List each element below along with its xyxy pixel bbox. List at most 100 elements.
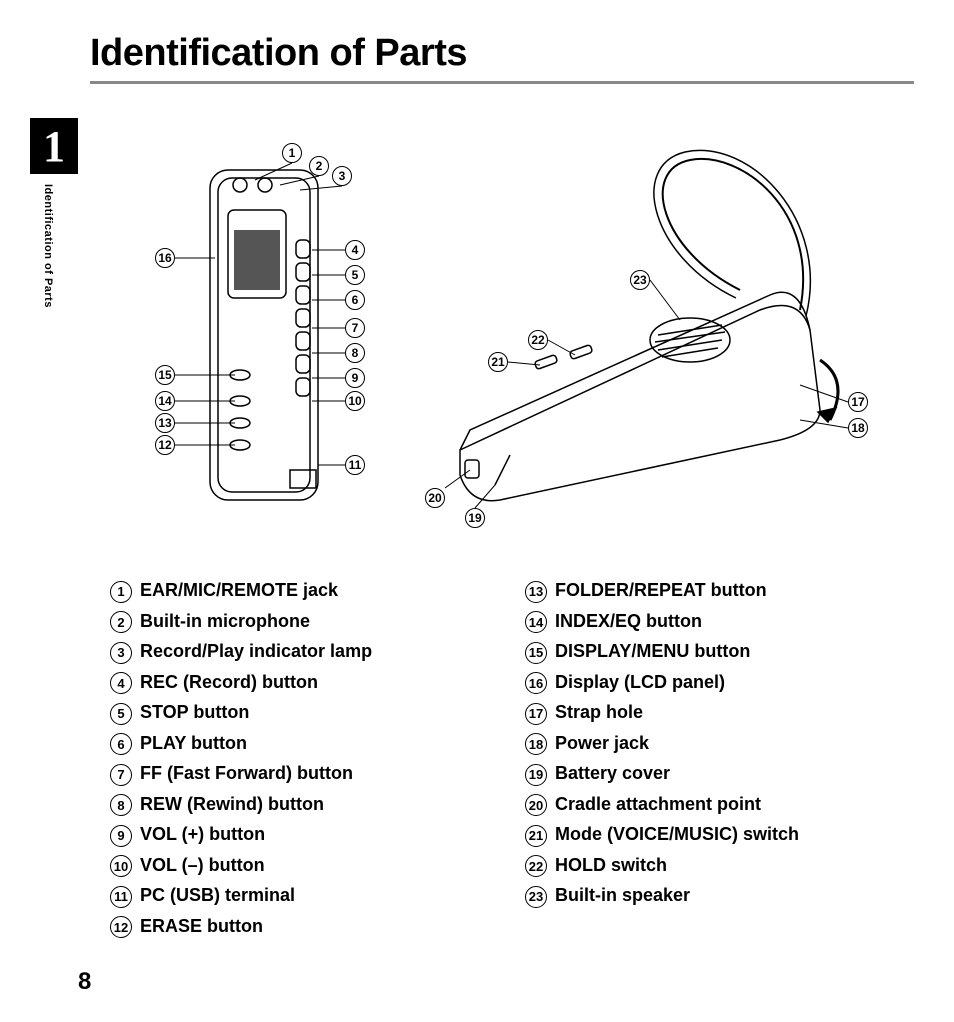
part-label: Built-in speaker (555, 885, 690, 906)
parts-diagram: 1234567891011121314151617181920212223 (100, 130, 920, 550)
part-number: 16 (525, 672, 547, 694)
part-number: 13 (525, 581, 547, 603)
callout-11: 11 (345, 455, 365, 475)
parts-lists: 1 EAR/MIC/REMOTE jack 2 Built-in microphone… (110, 580, 910, 946)
part-number: 14 (525, 611, 547, 633)
part-item-22: 22 HOLD switch (525, 855, 910, 878)
chapter-tab: 1 (30, 118, 78, 174)
part-item-21: 21 Mode (VOICE/MUSIC) switch (525, 824, 910, 847)
part-number: 15 (525, 642, 547, 664)
part-number: 20 (525, 794, 547, 816)
leader-lines (100, 130, 920, 550)
callout-13: 13 (155, 413, 175, 433)
part-item-14: 14 INDEX/EQ button (525, 611, 910, 634)
part-label: Power jack (555, 733, 649, 754)
part-number: 18 (525, 733, 547, 755)
callout-20: 20 (425, 488, 445, 508)
part-item-20: 20 Cradle attachment point (525, 794, 910, 817)
callout-14: 14 (155, 391, 175, 411)
parts-column-left: 1 EAR/MIC/REMOTE jack 2 Built-in microphone… (110, 580, 495, 946)
part-item-17: 17 Strap hole (525, 702, 910, 725)
part-label: VOL (+) button (140, 824, 265, 845)
callout-16: 16 (155, 248, 175, 268)
part-label: PC (USB) terminal (140, 885, 295, 906)
part-label: Mode (VOICE/MUSIC) switch (555, 824, 799, 845)
part-number: 23 (525, 886, 547, 908)
part-item-16: 16 Display (LCD panel) (525, 672, 910, 695)
part-label: REC (Record) button (140, 672, 318, 693)
callout-7: 7 (345, 318, 365, 338)
part-number: 4 (110, 672, 132, 694)
side-label: Identification of Parts (42, 184, 54, 308)
part-number: 1 (110, 581, 132, 603)
part-number: 12 (110, 916, 132, 938)
part-label: STOP button (140, 702, 249, 723)
part-item-3: 3 Record/Play indicator lamp (110, 641, 495, 664)
callout-17: 17 (848, 392, 868, 412)
manual-page: Identification of Parts 1 Identification… (0, 0, 954, 1022)
page-number: 8 (78, 968, 91, 996)
parts-column-right: 13FOLDER/REPEAT button14INDEX/EQ button1… (525, 580, 910, 946)
part-item-5: 5 STOP button (110, 702, 495, 725)
callout-23: 23 (630, 270, 650, 290)
page-title: Identification of Parts (90, 32, 914, 75)
part-item-13: 13 FOLDER/REPEAT button (525, 580, 910, 603)
callout-8: 8 (345, 343, 365, 363)
part-number: 9 (110, 825, 132, 847)
part-label: Cradle attachment point (555, 794, 761, 815)
part-number: 10 (110, 855, 132, 877)
callout-1: 1 (282, 143, 302, 163)
part-label: DISPLAY/MENU button (555, 641, 750, 662)
callout-15: 15 (155, 365, 175, 385)
part-label: Battery cover (555, 763, 670, 784)
part-number: 7 (110, 764, 132, 786)
callout-18: 18 (848, 418, 868, 438)
part-label: Built-in microphone (140, 611, 310, 632)
part-label: FOLDER/REPEAT button (555, 580, 767, 601)
part-number: 6 (110, 733, 132, 755)
callout-5: 5 (345, 265, 365, 285)
callout-22: 22 (528, 330, 548, 350)
callout-4: 4 (345, 240, 365, 260)
callout-10: 10 (345, 391, 365, 411)
part-item-18: 18 Power jack (525, 733, 910, 756)
callout-6: 6 (345, 290, 365, 310)
part-item-23: 23 Built-in speaker (525, 885, 910, 908)
part-label: Strap hole (555, 702, 643, 723)
part-item-1: 1 EAR/MIC/REMOTE jack (110, 580, 495, 603)
part-label: EAR/MIC/REMOTE jack (140, 580, 338, 601)
part-label: HOLD switch (555, 855, 667, 876)
part-label: Display (LCD panel) (555, 672, 725, 693)
part-number: 8 (110, 794, 132, 816)
part-number: 21 (525, 825, 547, 847)
part-item-10: 10 VOL (–) button (110, 855, 495, 878)
callout-19: 19 (465, 508, 485, 528)
part-item-15: 15 DISPLAY/MENU button (525, 641, 910, 664)
part-item-12: 12ERASE button (110, 916, 495, 939)
part-number: 17 (525, 703, 547, 725)
part-label: Record/Play indicator lamp (140, 641, 372, 662)
part-item-9: 9 VOL (+) button (110, 824, 495, 847)
callout-9: 9 (345, 368, 365, 388)
part-number: 5 (110, 703, 132, 725)
part-label: REW (Rewind) button (140, 794, 324, 815)
part-item-2: 2 Built-in microphone (110, 611, 495, 634)
part-number: 2 (110, 611, 132, 633)
callout-21: 21 (488, 352, 508, 372)
part-number: 3 (110, 642, 132, 664)
part-item-7: 7 FF (Fast Forward) button (110, 763, 495, 786)
callout-3: 3 (332, 166, 352, 186)
part-item-4: 4 REC (Record) button (110, 672, 495, 695)
part-number: 19 (525, 764, 547, 786)
callout-2: 2 (309, 156, 329, 176)
part-label: VOL (–) button (140, 855, 265, 876)
callout-12: 12 (155, 435, 175, 455)
part-item-8: 8 REW (Rewind) button (110, 794, 495, 817)
title-rule (90, 81, 914, 84)
part-label: FF (Fast Forward) button (140, 763, 353, 784)
part-label: INDEX/EQ button (555, 611, 702, 632)
part-number: 11 (110, 886, 132, 908)
part-number: 22 (525, 855, 547, 877)
part-item-6: 6PLAY button (110, 733, 495, 756)
part-item-11: 11 PC (USB) terminal (110, 885, 495, 908)
